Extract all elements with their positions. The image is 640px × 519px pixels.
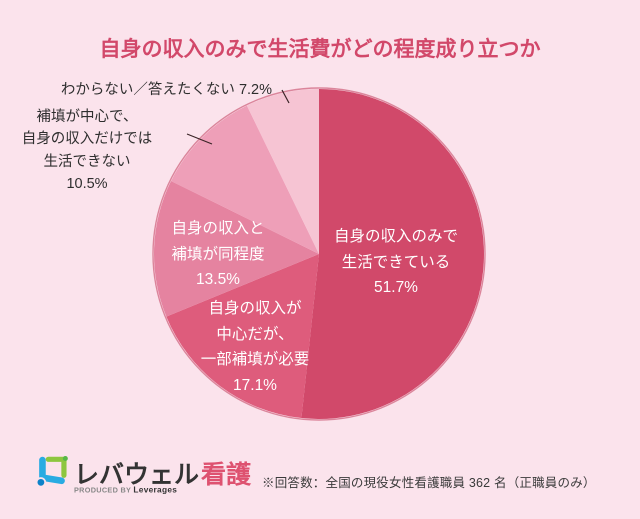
svg-text:PRODUCED BY Leverages: PRODUCED BY Leverages <box>74 485 177 495</box>
